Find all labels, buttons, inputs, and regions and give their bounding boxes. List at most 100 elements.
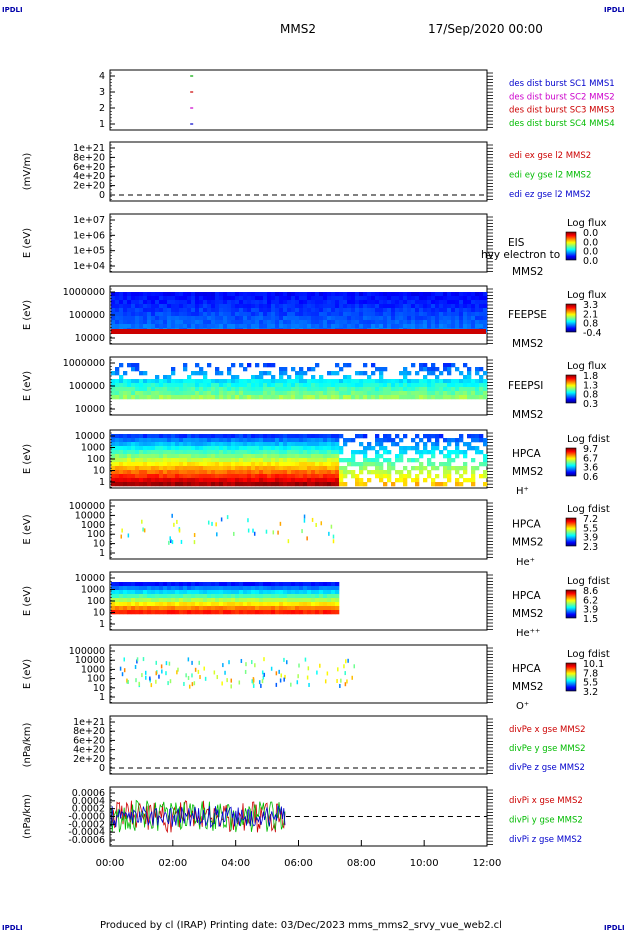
- instrument-label: HPCA: [512, 448, 542, 460]
- spacecraft-label: MMS2: [512, 338, 543, 350]
- y-tick-label: 10000: [75, 404, 105, 415]
- species-label: He⁺: [516, 557, 535, 568]
- colorbar-tick-label: 0.0: [583, 247, 598, 258]
- y-tick-label: 1: [99, 477, 105, 488]
- panel-feepsi: E (eV) 1000000 100000 10000 FEEPSI MMS2 Log fl…: [22, 356, 607, 421]
- panel-eis: E (eV) hvy electron to 1e+07 1e+06 1e+05 1e+0…: [22, 213, 607, 278]
- y-axis-label: E (eV): [22, 659, 33, 689]
- y-tick-label: 1e+04: [73, 261, 105, 272]
- instrument-label: HPCA: [512, 663, 542, 675]
- y-tick-label: 4: [99, 71, 105, 82]
- spacecraft-label: MMS2: [512, 466, 543, 478]
- panel-frame: [109, 69, 488, 131]
- colorbar-tick-label: 3.9: [583, 533, 598, 544]
- y-tick-label: 2e+20: [73, 754, 105, 765]
- y-tick-label: 100: [87, 529, 105, 540]
- colorbar-tick-label: 6.7: [583, 453, 598, 464]
- colorbar-title: Log flux: [567, 361, 607, 372]
- y-tick-label: 1: [99, 548, 105, 559]
- legend-entry: divPe y gse MMS2: [509, 744, 586, 754]
- y-axis-label: E (eV): [22, 514, 33, 544]
- colorbar-tick-label: 1.8: [583, 371, 598, 382]
- y-tick-label: -0.0006: [68, 835, 105, 846]
- colorbar-title: Log fdist: [567, 504, 610, 515]
- panel-burst: 4 3 2 1 des dist burst SC1 MMS1 des dist burs…: [99, 69, 615, 131]
- x-tick-label: 04:00: [221, 858, 250, 869]
- legend-entry: edi ey gse l2 MMS2: [509, 171, 591, 181]
- y-tick-label: 1000: [81, 443, 105, 454]
- y-axis-label: E (eV): [22, 371, 33, 401]
- y-tick-label: 100000: [69, 501, 105, 512]
- panel-feepse: E (eV) 1000000 100000 10000 FEEPSE MMS2 Log fl…: [22, 285, 607, 350]
- colorbar-title: Log fdist: [567, 434, 610, 445]
- y-tick-label: 1: [99, 119, 105, 130]
- colorbar: [565, 231, 577, 261]
- y-tick-label: 100000: [69, 310, 105, 321]
- instrument-label: HPCA: [512, 519, 542, 531]
- y-tick-label: 4e+20: [73, 745, 105, 756]
- series-line: [110, 804, 286, 829]
- panel-divpi: (nPa/km) 0.00060.00040.0002-0.0000-0.0002…: [22, 786, 583, 847]
- y-tick-label: 6e+20: [73, 735, 105, 746]
- colorbar-tick-label: -0.4: [583, 328, 602, 339]
- y-tick-label: 1e+06: [73, 230, 105, 241]
- y-tick-label: 100: [87, 596, 105, 607]
- colorbar-tick-label: 6.2: [583, 595, 598, 606]
- y-tick-label: 1e+21: [73, 717, 105, 728]
- y-tick-label: 100: [87, 674, 105, 685]
- y-tick-label: 10: [93, 539, 105, 550]
- colorbar-tick-label: 2.1: [583, 309, 598, 320]
- colorbar: [565, 662, 577, 692]
- legend-entry: divPi y gse MMS2: [509, 816, 583, 826]
- legend-entry: divPi x gse MMS2: [509, 796, 583, 806]
- y-tick-label: 100000: [69, 646, 105, 657]
- y-tick-label: 3: [99, 87, 105, 98]
- colorbar-tick-label: 0.8: [583, 319, 598, 330]
- y-tick-label: 8e+20: [73, 726, 105, 737]
- colorbar: [565, 374, 577, 404]
- colorbar-tick-label: 0.0: [583, 228, 598, 239]
- y-axis-label: (nPa/km): [22, 723, 33, 768]
- x-tick-label: 12:00: [473, 858, 502, 869]
- colorbar: [565, 517, 577, 547]
- colorbar-tick-label: 1.5: [583, 614, 598, 625]
- legend-entry: divPe x gse MMS2: [509, 725, 586, 735]
- instrument-label: FEEPSE: [508, 309, 547, 321]
- species-label: O⁺: [516, 701, 529, 712]
- legend-entry: edi ez gse l2 MMS2: [509, 190, 591, 200]
- y-tick-label: 1: [99, 692, 105, 703]
- colorbar-tick-label: 3.6: [583, 463, 598, 474]
- spacecraft-label: MMS2: [512, 409, 543, 421]
- panel-overlay-text: hvy electron to: [481, 249, 560, 261]
- y-tick-label: -0.0004: [68, 827, 105, 838]
- colorbar-title: Log flux: [567, 290, 607, 301]
- colorbar-tick-label: 0.0: [583, 237, 598, 248]
- y-tick-label: 10000: [75, 510, 105, 521]
- y-tick-label: 4e+20: [73, 171, 105, 182]
- legend-entry: des dist burst SC2 MMS2: [509, 92, 615, 102]
- colorbar-tick-label: 7.2: [583, 514, 598, 525]
- colorbar-tick-label: 3.9: [583, 605, 598, 616]
- spacecraft-label: MMS2: [512, 537, 543, 549]
- y-tick-label: 1000: [81, 585, 105, 596]
- colorbar-tick-label: 0.0: [583, 256, 598, 267]
- y-axis-label: E (eV): [22, 586, 33, 616]
- y-tick-label: 1e+05: [73, 246, 105, 257]
- colorbar: [565, 303, 577, 333]
- y-tick-label: 0.0004: [72, 796, 105, 807]
- y-tick-label: 0.0006: [72, 788, 105, 799]
- y-axis-label: (mV/m): [22, 153, 33, 191]
- colorbar-tick-label: 0.8: [583, 390, 598, 401]
- instrument-label: FEEPSI: [508, 380, 543, 392]
- species-label: H⁺: [516, 486, 529, 497]
- spacecraft-label: MMS2: [512, 608, 543, 620]
- panel-frame: [109, 499, 488, 560]
- colorbar-tick-label: 7.8: [583, 668, 598, 679]
- legend-entry: des dist burst SC4 MMS4: [509, 119, 615, 129]
